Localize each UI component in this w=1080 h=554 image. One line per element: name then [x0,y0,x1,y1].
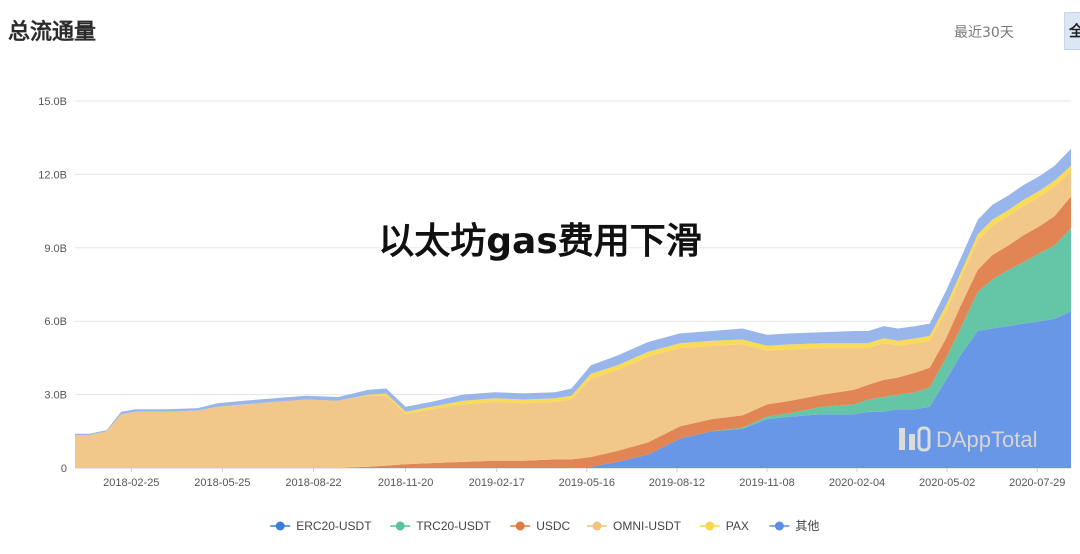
legend-item[interactable]: USDC [510,519,571,533]
y-axis: 0 3.0B 6.0B 9.0B 12.0B 15.0B [38,96,67,475]
legend-marker [705,521,715,531]
legend-item[interactable]: TRC20-USDT [390,519,492,533]
y-tick-label: 3.0B [44,390,67,402]
x-tick-label: 2019-05-16 [559,477,615,489]
y-tick-label: 15.0B [38,96,67,108]
dapptotal-logo-icon [899,426,931,452]
y-tick-label: 6.0B [44,316,67,328]
x-tick-label: 2018-02-25 [103,477,159,489]
x-tick-label: 2019-11-08 [739,477,794,489]
y-tick-label: 9.0B [44,243,67,255]
legend-marker [774,521,784,531]
range-all-button[interactable]: 全 [1064,12,1080,50]
legend: ERC20-USDT TRC20-USDT USDC OMNI-USDT PAX 其他 [270,519,819,533]
legend-item[interactable]: ERC20-USDT [270,519,372,533]
area-series-trc20-usdt [75,228,1071,468]
legend-item[interactable]: OMNI-USDT [587,519,682,533]
area-series-usdc [75,196,1071,468]
legend-label: USDC [536,519,570,533]
legend-label: TRC20-USDT [416,519,491,533]
x-tick-label: 2018-08-22 [285,477,341,489]
x-tick-label: 2018-11-20 [378,477,433,489]
page-title: 总流通量 [8,20,97,45]
x-tick-label: 2019-02-17 [469,477,525,489]
watermark: DAppTotal [899,426,1038,452]
x-axis: 2018-02-25 2018-05-25 2018-08-22 2018-11-20… [103,468,1065,489]
area-series-- [75,311,1071,468]
legend-label: PAX [726,519,749,533]
legend-label: OMNI-USDT [613,519,682,533]
x-tick-label: 2018-05-25 [194,477,250,489]
x-tick-label: 2019-08-12 [649,477,705,489]
legend-label: ERC20-USDT [296,519,372,533]
y-tick-label: 0 [61,463,67,475]
legend-marker [515,521,525,531]
x-tick-label: 2020-07-29 [1009,477,1065,489]
watermark-text: DAppTotal [936,427,1038,452]
legend-marker [275,521,285,531]
legend-marker [592,521,602,531]
legend-item[interactable]: 其他 [769,519,819,533]
y-tick-label: 12.0B [38,169,67,181]
legend-item[interactable]: PAX [699,519,749,533]
x-tick-label: 2020-02-04 [829,477,885,489]
range-30d-button[interactable]: 最近30天 [954,25,1014,41]
legend-marker [395,521,405,531]
x-tick-label: 2020-05-02 [919,477,975,489]
area-series-layer [75,148,1071,468]
area-series-omni-usdt [75,172,1071,468]
legend-label: 其他 [795,519,819,533]
